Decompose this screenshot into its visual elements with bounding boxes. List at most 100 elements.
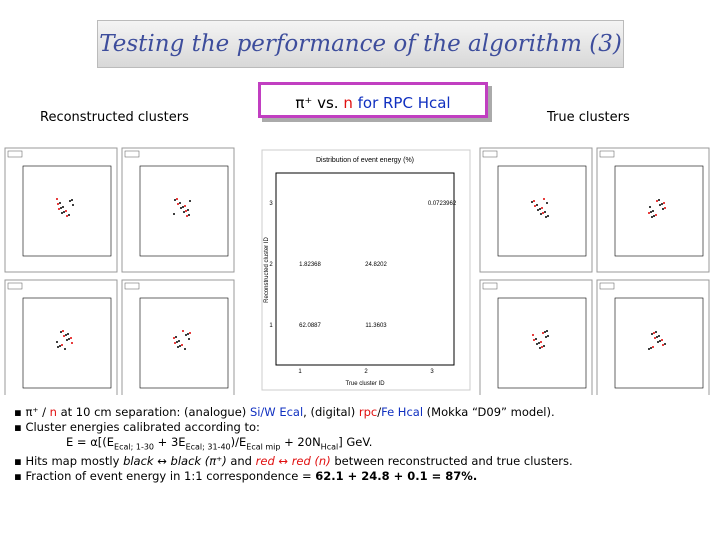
hit: [173, 337, 175, 339]
hist-cells: 1 2 3 1 2 3 62.0887 11.3603 1.82368 24.8202 0.0723…: [269, 201, 457, 375]
hit: [662, 344, 664, 346]
cell-value: 0.0723962: [428, 201, 457, 207]
hit: [179, 202, 181, 204]
hit: [185, 210, 187, 212]
hit: [65, 210, 67, 212]
hit: [547, 335, 549, 337]
run: Si/W Ecal: [249, 405, 304, 419]
hit: [650, 347, 652, 349]
run: n: [49, 405, 57, 419]
plot-tag: [482, 282, 498, 290]
run: and: [226, 454, 256, 469]
hit: [662, 208, 664, 210]
run: + 3E: [154, 435, 186, 449]
hit: [67, 333, 69, 335]
hit: [648, 348, 650, 350]
hit: [179, 345, 181, 347]
hit: [540, 341, 542, 343]
hit: [187, 209, 189, 211]
hit: [542, 332, 544, 334]
hit: [57, 346, 59, 348]
y-tick-label: 1: [269, 323, 273, 329]
hit: [652, 346, 654, 348]
run: ] GeV.: [338, 435, 373, 449]
plot-tag: [7, 282, 23, 290]
run: E = α[(E: [66, 435, 115, 449]
hit: [63, 211, 65, 213]
hit: [176, 198, 178, 200]
hit: [541, 346, 543, 348]
hit: [65, 334, 67, 336]
hit: [649, 206, 651, 208]
hit: [543, 345, 545, 347]
event-plot: [596, 279, 710, 395]
label-part: π⁺ vs.: [295, 94, 344, 112]
x-tick-label: 2: [364, 369, 368, 375]
hit: [183, 211, 185, 213]
run: + 20N: [280, 435, 321, 449]
hit: [531, 201, 533, 203]
cell-value: 1.82368: [299, 262, 321, 268]
hit: [61, 344, 63, 346]
hit: [66, 339, 68, 341]
hit: [62, 330, 64, 332]
hit: [545, 216, 547, 218]
cell-value: 11.3603: [365, 323, 387, 329]
plot-axes: [614, 165, 704, 257]
hit: [658, 199, 660, 201]
sub: Ecal; 1-30: [114, 442, 155, 452]
hit: [180, 207, 182, 209]
hit: [658, 335, 660, 337]
hit: [652, 210, 654, 212]
hit: [655, 214, 657, 216]
hit: [70, 337, 72, 339]
run: 62.1 + 24.8 + 0.1 = 87%.: [315, 469, 478, 484]
plot-group: [4, 147, 710, 395]
hit: [536, 343, 538, 345]
label-part: n: [343, 94, 353, 112]
hit: [182, 330, 184, 332]
hit: [62, 206, 64, 208]
hit: [71, 199, 73, 201]
hit: [186, 215, 188, 217]
event-plot: [4, 147, 118, 273]
hit: [661, 203, 663, 205]
hit: [66, 215, 68, 217]
hit: [188, 338, 190, 340]
hit: [651, 216, 653, 218]
hit: [64, 348, 66, 350]
hit: [664, 207, 666, 209]
hit: [653, 215, 655, 217]
hit: [544, 211, 546, 213]
plot-tag: [599, 150, 615, 158]
run: Hits map mostly: [25, 454, 124, 469]
hit: [178, 340, 180, 342]
bullet: ▪ Fraction of event energy in 1:1 corres…: [14, 469, 478, 484]
hit: [659, 340, 661, 342]
bullet: ▪ π⁺ / n at 10 cm separation: (analogue)…: [14, 405, 555, 419]
hit: [184, 348, 186, 350]
hit: [659, 204, 661, 206]
formula: E = α[(EEcal; 1-30 + 3EEcal; 31-40)/EEca…: [14, 435, 714, 454]
hit: [536, 204, 538, 206]
hit: [539, 208, 541, 210]
hit: [60, 207, 62, 209]
hit: [533, 339, 535, 341]
bullet: ▪ Hits map mostly black ↔ black (π⁺) and…: [14, 454, 573, 469]
hit: [182, 206, 184, 208]
cell-value: 62.0887: [299, 323, 321, 329]
hit: [177, 346, 179, 348]
run: at 10 cm separation: (analogue): [56, 405, 250, 419]
plot-axes: [139, 165, 229, 257]
slide-title: Testing the performance of the algorithm…: [97, 20, 624, 68]
right-label: True clusters: [547, 110, 630, 125]
hit: [189, 332, 191, 334]
hit: [189, 200, 191, 202]
plot-axes: [497, 165, 587, 257]
left-label: Reconstructed clusters: [40, 110, 189, 125]
hist-y-label: Reconstructed cluster ID: [264, 236, 270, 302]
hit: [546, 202, 548, 204]
sub: Hcal: [320, 442, 339, 452]
hit: [57, 203, 59, 205]
